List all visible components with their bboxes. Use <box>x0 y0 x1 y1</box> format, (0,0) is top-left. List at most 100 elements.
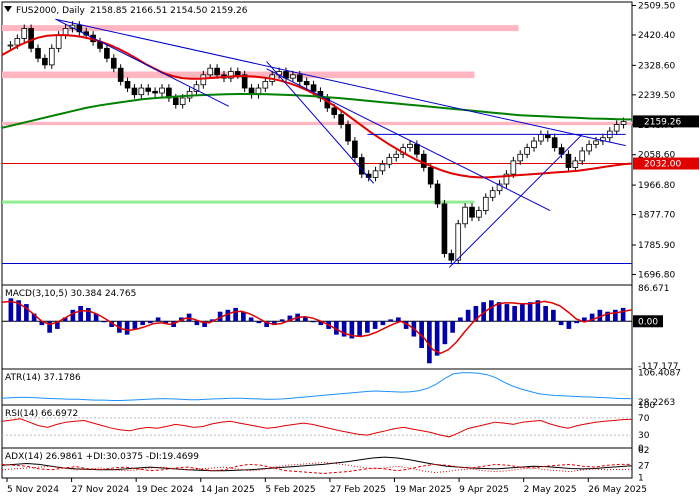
candle-body <box>331 107 338 115</box>
macd-histogram-bar <box>148 321 153 324</box>
candle-body <box>441 203 448 254</box>
candle-body <box>290 74 296 79</box>
candle-body <box>241 74 248 89</box>
candle-body <box>131 87 138 96</box>
candle-body <box>35 47 41 59</box>
indicator-label-atr: ATR(14) 37.1786 <box>5 373 81 383</box>
macd-histogram-bar <box>504 304 510 322</box>
trendline <box>55 18 230 107</box>
candle-body <box>455 223 462 261</box>
macd-histogram-bar <box>47 321 52 333</box>
candle-body <box>358 157 365 175</box>
macd-histogram-bar <box>155 317 161 322</box>
candle-body <box>124 81 131 89</box>
candle-body <box>620 121 627 125</box>
rsi-line <box>1 418 633 438</box>
candle-body <box>55 34 62 49</box>
candle-body <box>145 87 152 92</box>
macd-histogram-bar <box>256 321 262 324</box>
macd-histogram-bar <box>24 304 29 322</box>
candle-body <box>427 167 434 185</box>
candle-body <box>586 143 592 152</box>
macd-histogram-bar <box>613 309 618 322</box>
ma-red-line <box>1 34 633 179</box>
macd-histogram-bar <box>605 311 610 322</box>
support-zone <box>2 200 475 204</box>
level-price-tag-bg <box>633 157 699 170</box>
candle-body <box>538 133 544 142</box>
indicator-label-adx: ADX(14) 26.9861 +DI:30.0375 -DI:19.4699 <box>5 452 199 462</box>
macd-histogram-bar <box>194 321 200 326</box>
macd-histogram-bar <box>272 321 277 326</box>
macd-histogram-bar <box>70 309 76 322</box>
macd-histogram-bar <box>434 321 440 356</box>
macd-histogram-bar <box>310 321 316 323</box>
candle-body <box>565 153 572 168</box>
macd-histogram-bar <box>225 309 231 322</box>
candle-body <box>593 140 599 145</box>
macd-histogram-bar <box>372 321 378 329</box>
candle-body <box>352 140 358 158</box>
candle-body <box>503 173 510 185</box>
y-tick-label: 2328.60 <box>638 61 675 71</box>
x-tick-label: 9 Apr 2025 <box>459 485 509 495</box>
macd-histogram-bar <box>78 306 83 322</box>
y-tick-label: 1696.80 <box>638 270 675 280</box>
macd-histogram-bar <box>365 321 370 333</box>
candle-body <box>496 183 503 192</box>
macd-histogram-bar <box>39 321 45 326</box>
candle-body <box>338 114 344 125</box>
candle-body <box>117 67 124 82</box>
candle-body <box>414 143 420 155</box>
trendline <box>55 18 626 147</box>
macd-histogram-bar <box>450 321 455 333</box>
indicator-label-macd: MACD(3,10,5) 30.384 24.765 <box>5 289 136 299</box>
trendline <box>448 134 582 268</box>
candle-body <box>214 67 220 76</box>
y-tick-label: 2058.60 <box>638 151 675 161</box>
candle-body <box>393 153 400 158</box>
macd-histogram-bar <box>186 313 192 322</box>
y-tick-label: -117.177 <box>638 362 678 372</box>
y-tick-label: 1 <box>638 474 644 484</box>
candle-body <box>172 97 179 106</box>
candle-body <box>386 157 393 165</box>
macd-histogram-bar <box>574 321 579 324</box>
macd-histogram-bar <box>86 307 91 322</box>
y-tick-label: 0.00 <box>638 317 658 327</box>
x-tick-label: 26 May 2025 <box>588 485 647 495</box>
candle-body <box>21 28 28 39</box>
current-price-tag-bg <box>633 115 699 128</box>
candle-body <box>234 71 241 76</box>
y-tick-label: 30 <box>638 431 650 441</box>
trendline <box>266 61 375 184</box>
macd-histogram-bar <box>496 302 502 322</box>
resistance-zone <box>2 25 519 32</box>
plus-di-line <box>1 463 632 475</box>
candle-body <box>462 206 468 225</box>
x-tick-label: 19 Dec 2024 <box>136 485 194 495</box>
x-tick-label: 19 Mar 2025 <box>395 485 452 495</box>
candle-body <box>110 57 117 69</box>
candle-body <box>179 97 186 106</box>
candle-body <box>262 81 269 89</box>
macd-histogram-bar <box>512 306 517 322</box>
candle-body <box>420 153 427 168</box>
macd-histogram-bar <box>458 317 463 322</box>
macd-histogram-bar <box>535 300 541 322</box>
candle-body <box>469 206 475 218</box>
candle-body <box>152 90 158 94</box>
y-tick-label: 1785.90 <box>638 241 675 251</box>
macd-histogram-bar <box>8 298 14 322</box>
macd-histogram-bar <box>357 321 362 337</box>
macd-histogram-bar <box>210 319 215 322</box>
macd-histogram-bar <box>551 309 556 322</box>
x-tick-label: 5 Feb 2025 <box>265 485 315 495</box>
x-tick-label: 5 Nov 2024 <box>7 485 59 495</box>
indicator-label-rsi: RSI(14) 66.6972 <box>5 409 78 419</box>
candle-body <box>310 84 317 92</box>
current-price-tag: 2159.26 <box>644 117 681 127</box>
macd-histogram-bar <box>202 321 207 327</box>
candle-body <box>482 196 489 211</box>
